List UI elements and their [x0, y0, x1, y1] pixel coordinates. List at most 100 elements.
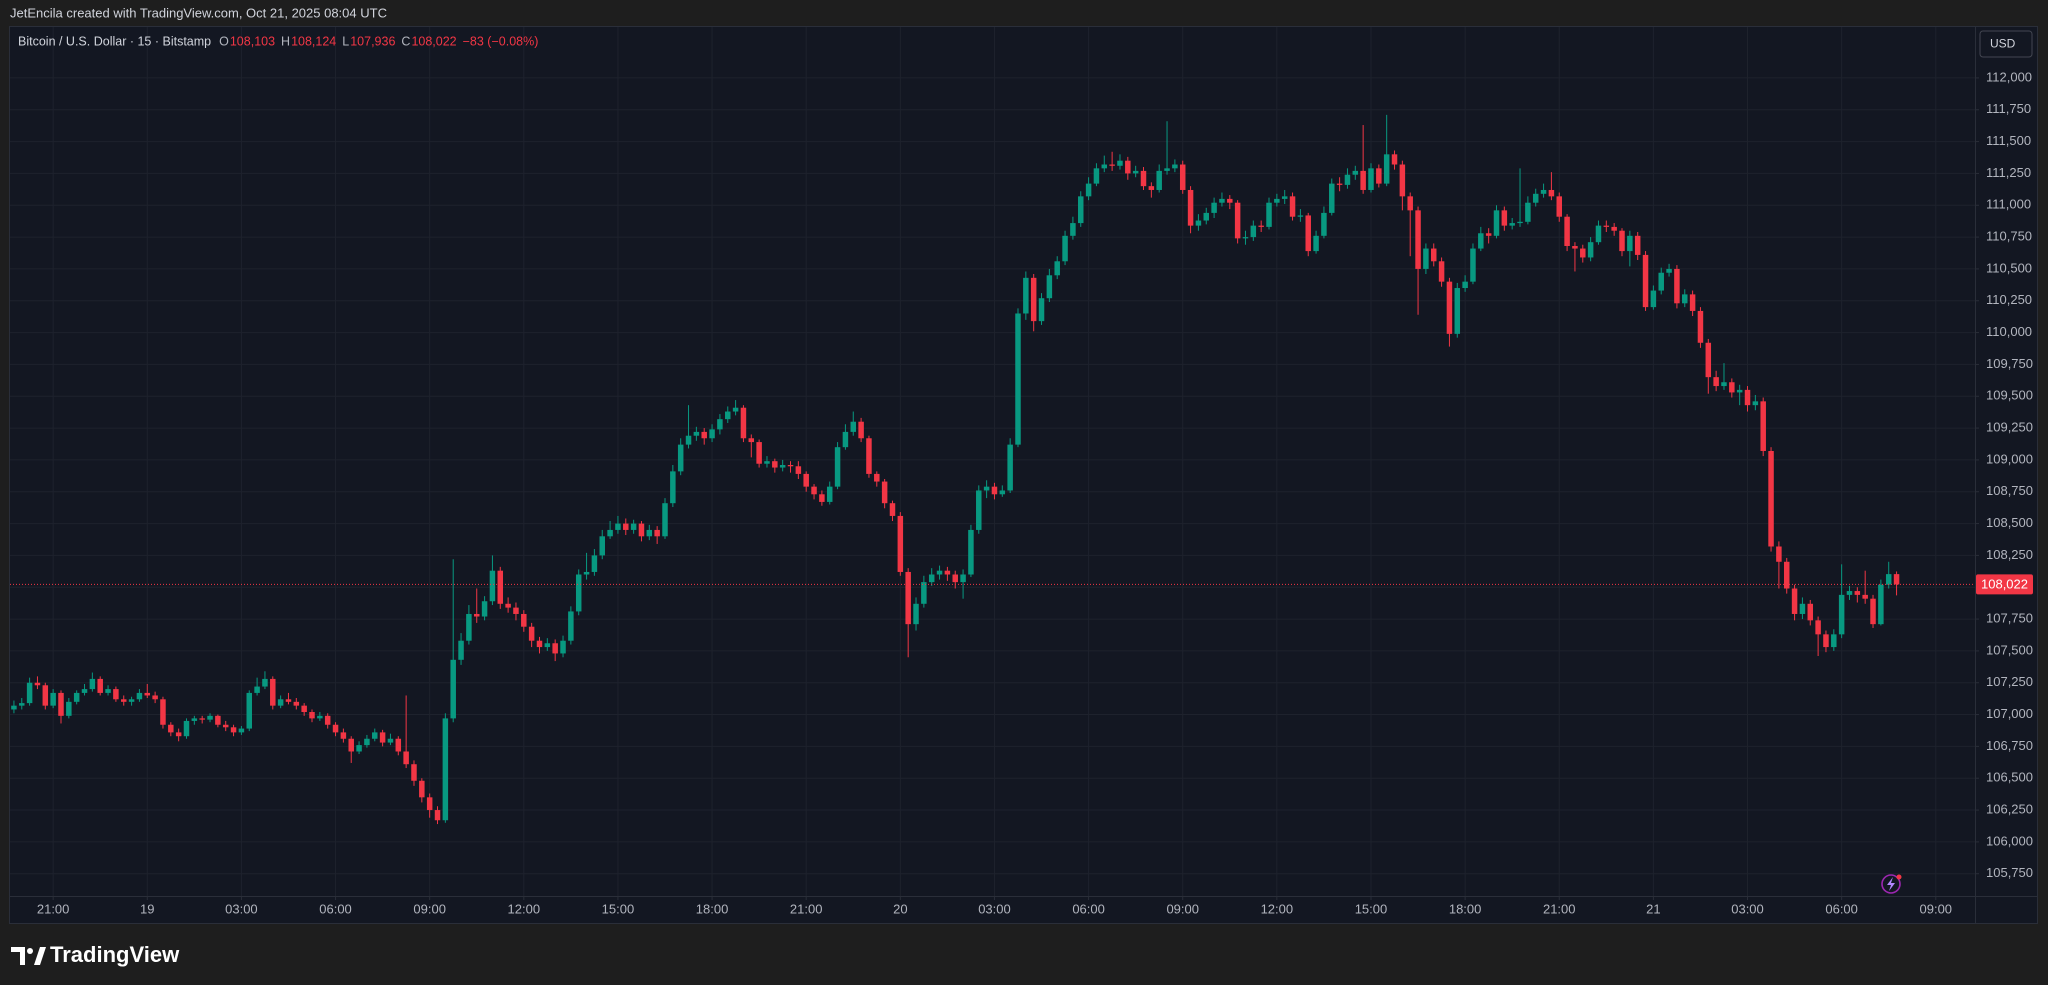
y-tick-label: 106,250: [1986, 801, 2033, 816]
candle-body: [1548, 189, 1555, 197]
candle-body: [1007, 444, 1013, 491]
candle-body: [1760, 401, 1766, 451]
candle-body: [1580, 248, 1586, 258]
candle-body: [215, 715, 221, 725]
candle-body: [1462, 281, 1468, 289]
candle-body: [458, 640, 464, 660]
candle-body: [1187, 189, 1194, 226]
candle-body: [1140, 170, 1147, 187]
candle-body: [1885, 574, 1892, 585]
candle-body: [1195, 220, 1202, 226]
candle-body: [152, 695, 158, 700]
candle-body: [936, 570, 943, 575]
candle-body: [677, 444, 684, 472]
candle-body: [1281, 196, 1288, 199]
candle-body: [356, 745, 362, 752]
candle-body: [1289, 196, 1296, 217]
candle-body: [1619, 230, 1625, 252]
candle-body: [1117, 160, 1123, 166]
x-tick-label: 06:00: [1072, 901, 1105, 916]
candle-body: [1446, 281, 1453, 334]
candle-body: [442, 718, 449, 821]
y-tick-label: 111,750: [1986, 101, 2031, 116]
candle-body: [1517, 221, 1523, 224]
candle-body: [521, 613, 527, 627]
candle-body: [1752, 401, 1759, 406]
candle-body: [1729, 382, 1735, 393]
candle-body: [1791, 588, 1798, 614]
candle-body: [874, 473, 880, 482]
y-tick-label: 110,500: [1986, 260, 2032, 275]
candle-body: [1438, 261, 1445, 282]
candle-body: [11, 705, 17, 710]
candle-body: [97, 678, 103, 693]
candle-body: [944, 570, 951, 575]
candle-body: [1305, 215, 1311, 252]
candle-body: [1250, 225, 1257, 238]
candle-body: [411, 764, 417, 781]
candle-body: [905, 571, 911, 625]
candle-body: [528, 626, 535, 641]
alert-icon[interactable]: [1881, 874, 1902, 894]
x-tick-label: 03:00: [1731, 901, 1764, 916]
candle-body: [128, 699, 135, 702]
candle-body: [568, 611, 574, 641]
candle-body: [913, 603, 919, 625]
currency: USD: [1990, 37, 2016, 51]
x-tick-label: 06:00: [319, 901, 352, 916]
candle-body: [1329, 183, 1335, 213]
candle-body: [1540, 189, 1547, 194]
credit: JetEncila created with TradingView.com, …: [10, 5, 387, 20]
candle-body: [685, 435, 692, 445]
candle-body: [1415, 210, 1421, 269]
currency-button[interactable]: [1979, 30, 2033, 58]
candle-body: [897, 515, 904, 572]
candle-body: [1454, 288, 1461, 334]
candle-body: [191, 718, 198, 721]
candle-body: [450, 659, 456, 719]
candle-body: [309, 712, 315, 719]
candle-body: [928, 574, 935, 583]
candle-body: [1219, 198, 1225, 203]
candle-body: [1423, 248, 1429, 269]
candle-body: [858, 421, 864, 439]
candle-body: [199, 718, 205, 720]
candle-body: [1627, 235, 1633, 252]
candle-body: [1509, 223, 1515, 226]
candle-body: [701, 431, 707, 439]
candle-body: [1321, 212, 1327, 236]
candle-body: [1399, 164, 1406, 197]
logo-dot: [27, 948, 33, 954]
candle-body: [623, 523, 629, 530]
candle-body: [379, 732, 386, 743]
candle-body: [1525, 202, 1531, 222]
x-tick-label: 15:00: [602, 901, 635, 916]
candle-body: [1807, 603, 1814, 621]
candle-body: [1203, 212, 1210, 221]
candle-body: [1776, 546, 1782, 562]
candle-body: [999, 490, 1006, 495]
candle-body: [756, 442, 762, 464]
logo-mark: [11, 947, 25, 965]
candle-body: [1109, 164, 1115, 166]
candle-body: [58, 692, 64, 716]
candle-body: [426, 797, 433, 811]
candle-body: [1642, 254, 1649, 308]
candle-body: [968, 529, 974, 575]
candle-body: [1344, 174, 1351, 185]
candle-body: [1831, 634, 1837, 648]
candle-body: [662, 503, 668, 537]
candle-body: [1493, 210, 1500, 236]
x-tick-label: 20: [893, 901, 907, 916]
y-tick-label: 111,500: [1986, 133, 2031, 148]
candle-body: [1383, 154, 1390, 184]
x-tick-label: 21:00: [37, 901, 70, 916]
y-tick-label: 105,750: [1986, 865, 2033, 880]
candle-body: [73, 692, 80, 702]
candle-body: [772, 461, 778, 468]
candle-body: [889, 503, 896, 516]
candle-body: [811, 486, 817, 495]
legend-key: H: [281, 34, 290, 48]
candle-body: [764, 461, 770, 464]
candle-body: [1352, 170, 1359, 175]
